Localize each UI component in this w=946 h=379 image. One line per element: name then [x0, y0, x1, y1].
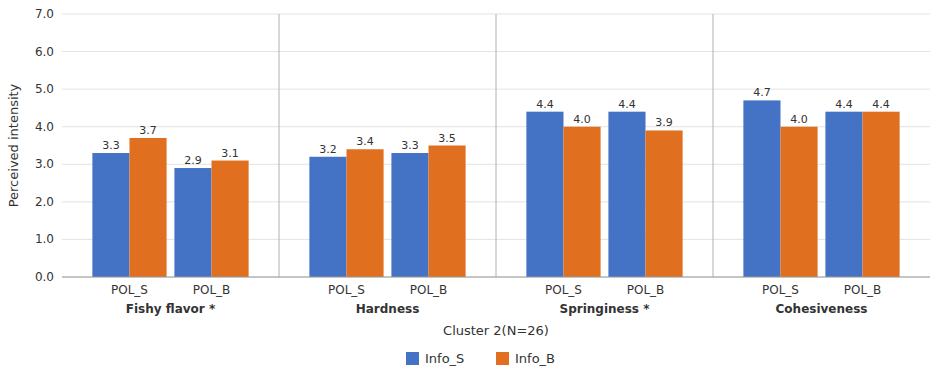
group-label: Fishy flavor * [126, 302, 216, 316]
data-label: 4.0 [790, 113, 808, 126]
chart: 0.0 1.0 2.0 3.0 4.0 5.0 6.0 7.0 3.3 2.9 3.2 3.3 4.4 4… [0, 0, 946, 379]
data-label: 3.1 [221, 147, 239, 160]
x-tick-label: POL_B [844, 283, 882, 297]
data-label: 4.0 [573, 113, 591, 126]
data-label: 3.4 [356, 135, 374, 148]
x-tick-label: POL_B [410, 283, 448, 297]
group-separator [713, 14, 714, 277]
x-tick-label: POL_S [328, 283, 365, 297]
y-axis-title: Perceived intensity [6, 83, 21, 207]
y-tick-label: 7.0 [35, 7, 54, 21]
y-tick-label: 0.0 [35, 270, 54, 284]
x-tick-label: POL_S [545, 283, 582, 297]
bar [346, 149, 383, 277]
legend: Info_S Info_B [406, 351, 555, 366]
bar [780, 127, 817, 277]
bar [526, 112, 563, 277]
bar [863, 112, 900, 277]
data-label: 3.9 [655, 116, 673, 129]
legend-swatch [496, 352, 509, 365]
bar [212, 161, 249, 277]
data-label: 3.3 [102, 139, 120, 152]
bar [129, 138, 166, 277]
y-tick-label: 4.0 [35, 120, 54, 134]
x-tick-label: POL_B [193, 283, 231, 297]
y-tick-label: 2.0 [35, 195, 54, 209]
bar [743, 100, 780, 277]
x-axis-line [62, 277, 930, 278]
x-axis: POL_S POL_B POL_S POL_B POL_S POL_B POL_S POL_B… [111, 283, 881, 316]
data-label: 3.5 [438, 132, 456, 145]
bar [563, 127, 600, 277]
group-label: Hardness [356, 302, 420, 316]
data-label: 3.2 [319, 143, 337, 156]
data-label: 4.4 [835, 98, 853, 111]
y-tick-label: 6.0 [35, 45, 54, 59]
x-tick-label: POL_S [762, 283, 799, 297]
legend-label: Info_B [515, 351, 555, 366]
y-axis: 0.0 1.0 2.0 3.0 4.0 5.0 6.0 7.0 [35, 7, 930, 284]
bar [608, 112, 645, 277]
data-label: 4.7 [753, 86, 771, 99]
data-labels: 3.3 2.9 3.2 3.3 4.4 4.4 4.7 4.4 3.7 3.1 3.4 3.5 4.0 3… [102, 86, 890, 167]
bar [825, 112, 862, 277]
data-label: 2.9 [184, 154, 202, 167]
y-tick-label: 3.0 [35, 157, 54, 171]
group-separator [279, 14, 280, 277]
data-label: 3.7 [139, 124, 157, 137]
bars [92, 100, 899, 277]
grid-line [62, 277, 930, 278]
x-tick-label: POL_S [111, 283, 148, 297]
y-tick-label: 5.0 [35, 82, 54, 96]
bar [309, 157, 346, 277]
bar [174, 168, 211, 277]
legend-swatch [406, 352, 419, 365]
group-label: Springiness * [560, 302, 651, 316]
data-label: 4.4 [872, 98, 890, 111]
group-separator [496, 14, 497, 277]
legend-label: Info_S [425, 351, 464, 366]
bar [391, 153, 428, 277]
data-label: 4.4 [618, 98, 636, 111]
x-tick-label: POL_B [627, 283, 665, 297]
bar [92, 153, 129, 277]
group-label: Cohesiveness [776, 302, 868, 316]
bar [429, 146, 466, 278]
data-label: 4.4 [536, 98, 554, 111]
data-label: 3.3 [401, 139, 419, 152]
x-axis-title: Cluster 2(N=26) [443, 323, 549, 338]
y-tick-label: 1.0 [35, 232, 54, 246]
bar [646, 130, 683, 277]
